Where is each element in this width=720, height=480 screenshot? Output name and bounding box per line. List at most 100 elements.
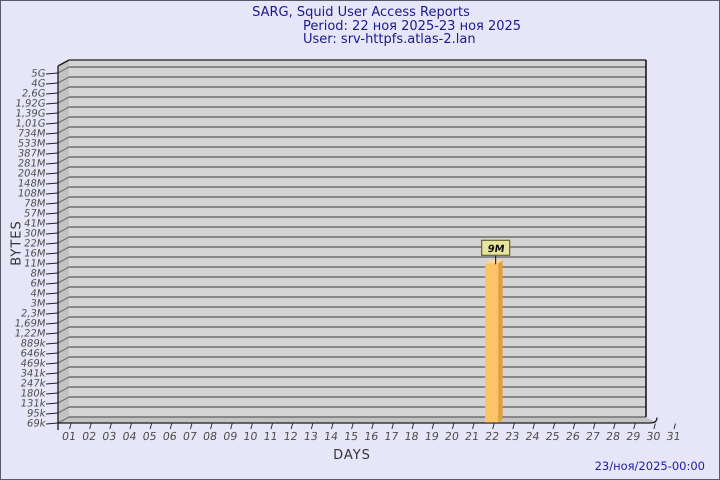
x-tick-label: 15 [343, 430, 359, 443]
wall-tick [57, 376, 70, 384]
y-tick-mark [45, 262, 59, 265]
x-tick-mark [149, 423, 153, 430]
y-tick-label: 1,69M [14, 319, 46, 330]
y-tick-mark [45, 92, 59, 95]
y-tick-label: 8M [30, 269, 47, 280]
y-tick-label: 4M [30, 289, 47, 300]
y-tick-mark [45, 222, 59, 225]
x-tick-label: 28 [605, 430, 621, 443]
x-tick-label: 19 [424, 430, 440, 443]
wall-tick [57, 386, 70, 394]
x-tick-mark [310, 423, 314, 430]
wall-tick [57, 326, 70, 334]
wall-tick [57, 276, 70, 284]
y-tick-mark [45, 132, 59, 135]
y-tick-label: 131k [20, 399, 47, 410]
wall-tick [57, 176, 70, 184]
y-tick-mark [45, 412, 59, 415]
y-tick-label: 1,39G [15, 109, 47, 120]
y-tick-mark [45, 352, 59, 355]
x-tick-mark [129, 423, 132, 430]
x-tick-mark [572, 423, 576, 430]
wall-tick [57, 286, 70, 294]
wall-tick [57, 256, 70, 264]
x-tick-mark [351, 423, 354, 430]
y-tick-label: 204M [17, 169, 46, 180]
y-tick-mark [45, 172, 59, 175]
x-tick-mark [451, 423, 455, 430]
x-tick-mark [613, 423, 616, 430]
y-tick-mark [45, 152, 59, 155]
wall-tick [57, 406, 70, 414]
y-tick-mark [45, 82, 59, 85]
bar [485, 263, 499, 423]
y-tick-label: 734M [17, 129, 46, 140]
wall-tick [57, 156, 70, 164]
y-tick-mark [45, 272, 59, 275]
x-tick-mark [532, 423, 535, 430]
bar-top-face [485, 260, 503, 264]
wall-tick [57, 136, 70, 144]
y-tick-mark [45, 362, 59, 365]
wall-top-edge [57, 59, 70, 67]
y-tick-label: 57M [23, 209, 46, 220]
x-tick-mark [69, 423, 72, 430]
wall-tick [57, 246, 70, 254]
wall-tick [57, 96, 70, 104]
x-tick-mark [371, 423, 374, 430]
x-tick-mark [472, 423, 475, 430]
y-tick-mark [45, 212, 59, 215]
y-tick-label: 3M [30, 299, 47, 310]
chart-period: Period: 22 ноя 2025-23 ноя 2025 [303, 19, 522, 34]
x-tick-label: 18 [404, 430, 420, 443]
y-tick-mark [45, 202, 59, 205]
y-tick-mark [45, 302, 59, 305]
x-tick-label: 09 [222, 430, 238, 443]
wall-tick [57, 396, 70, 404]
y-tick-label: 108M [17, 189, 46, 200]
y-tick-label: 148M [17, 179, 46, 190]
y-tick-mark [45, 282, 59, 285]
x-tick-label: 30 [645, 430, 661, 443]
x-tick-label: 08 [202, 430, 218, 443]
y-tick-mark [45, 112, 59, 115]
x-tick-label: 01 [61, 430, 77, 443]
x-tick-label: 25 [545, 430, 561, 443]
x-tick-label: 22 [484, 430, 500, 443]
wall-tick [57, 236, 70, 244]
y-tick-label: 6M [30, 279, 47, 290]
y-tick-label: 281M [17, 159, 46, 170]
y-tick-mark [45, 402, 59, 405]
x-axis-title: DAYS [333, 448, 371, 463]
y-tick-label: 41M [23, 219, 46, 230]
wall-tick [57, 346, 70, 354]
wall-tick [57, 106, 70, 114]
x-tick-mark [270, 423, 273, 430]
x-tick-label: 04 [122, 430, 138, 443]
plot-area [69, 60, 646, 417]
x-tick-label: 02 [81, 430, 97, 443]
wall-tick [57, 116, 70, 124]
bar-annotation-box [481, 239, 511, 256]
y-tick-mark [45, 312, 59, 315]
x-tick-label: 13 [303, 430, 319, 443]
wall-tick [57, 416, 70, 424]
report-timestamp: 23/ноя/2025-00:00 [594, 459, 705, 473]
x-tick-mark [512, 423, 515, 430]
y-tick-mark [45, 102, 59, 105]
y-tick-mark [45, 382, 59, 385]
x-tick-label: 05 [142, 430, 158, 443]
y-tick-mark [45, 332, 59, 335]
x-tick-mark [169, 423, 173, 430]
x-tick-label: 29 [625, 430, 641, 443]
x-tick-label: 21 [464, 430, 480, 443]
x-tick-label: 11 [263, 430, 279, 443]
y-tick-label: 22M [23, 239, 46, 250]
wall-tick [57, 296, 70, 304]
wall-tick [57, 336, 70, 344]
wall-tick [57, 76, 70, 84]
y-tick-mark [45, 192, 59, 195]
x-tick-label: 10 [242, 430, 258, 443]
y-axis-title: BYTES [9, 220, 25, 266]
x-tick-label: 16 [363, 430, 379, 443]
